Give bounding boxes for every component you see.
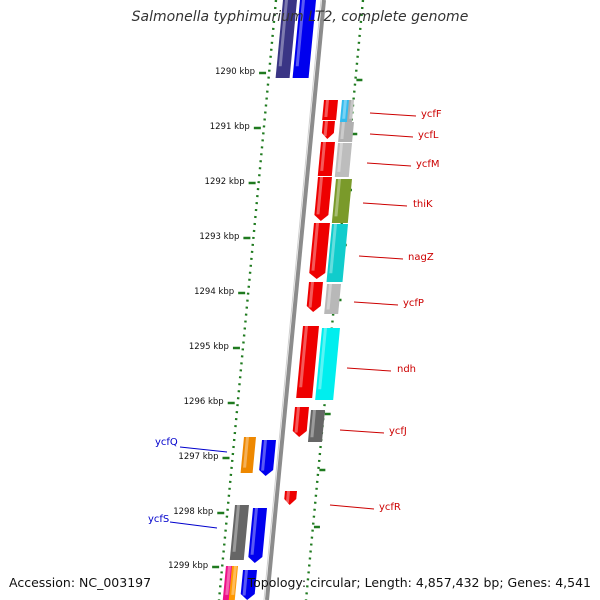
block-ycfQ-orange [240,437,256,473]
gene-thiK-red [314,177,332,221]
block-ycfJ-grey-highlight [310,410,316,438]
scale-tick-label: 1299 kbp [168,561,209,571]
gene-label: ycfS [148,514,170,525]
backbone-highlight [263,0,322,600]
scale-tick-label: 1297 kbp [178,452,219,462]
gene-ndh-red [296,326,319,398]
gene-ycfR-red-highlight [285,491,290,503]
gene-ycfM-red-highlight [320,142,326,171]
gene-label: ycfM [416,159,440,170]
feature-blocks [222,0,354,600]
block-navy-highlight [278,0,288,67]
block-pink-highlight [225,566,231,595]
gene-label-leader [179,446,228,453]
block-ycfP-grey-highlight [326,284,332,310]
block-ycfQ-blue-highlight [261,440,267,471]
block-thiK-olive [331,179,352,223]
scale-tick-label: 1295 kbp [188,342,229,352]
block-ndh-cyan [315,328,340,400]
scale-tick-label: 1296 kbp [183,397,224,407]
gene-label: ndh [397,364,417,375]
block-ycfS-grey [229,505,249,560]
block-ycfF-cyan-highlight [342,100,347,119]
gene-label-leader [339,429,385,434]
block-blue-highlight [295,0,305,67]
gene-label-leader [362,202,408,207]
block-ycfL-grey [338,122,354,142]
map-title: Salmonella typhimurium LT2, complete gen… [131,9,469,25]
scale-tick-label: 1291 kbp [209,122,250,132]
block-orange-bottom [228,566,238,600]
gene-label-leader [369,112,417,117]
sequence-backbone [263,0,326,600]
gene-label: ycfJ [389,426,407,437]
gene-label: ycfL [418,130,439,141]
gene-ycfM-red [317,142,335,176]
gene-ycfP-red-highlight [308,282,314,308]
scale-tick-label: 1293 kbp [199,232,240,242]
gene-label: ycfF [421,109,442,120]
accession-text: Accession: NC_003197 [9,575,152,590]
gene-label: ycfQ [155,437,178,448]
block-blue-bottom [240,570,257,600]
gene-ycfJ-red [292,407,309,437]
gene-label-leader [346,367,392,372]
block-ycfF-grey-highlight [349,100,354,119]
block-ycfL-grey-highlight [340,122,345,139]
gene-label-leader [353,301,399,306]
gene-label-leader [369,133,414,138]
backbone-line [265,0,326,600]
block-ycfP-grey [324,284,341,314]
gene-nagZ-red-highlight [311,223,319,271]
label-leaders [169,112,417,529]
gene-ycfL-red [321,121,335,139]
block-orange-bottom-highlight [231,566,237,595]
scale-tick-label: 1298 kbp [173,507,214,517]
scale-tick-label: 1290 kbp [215,67,256,77]
block-navy [275,0,297,78]
gene-label-leader [358,255,404,260]
gene-ycfL-red-highlight [323,121,328,137]
gene-ycfR-red [284,491,297,505]
gene-label: nagZ [408,252,434,263]
scale-tick-label: 1294 kbp [194,287,235,297]
gene-nagZ-red [309,223,330,279]
block-ycfF-grey [346,100,354,122]
block-ycfJ-grey [307,410,325,442]
block-ycfM-grey-highlight [337,143,343,172]
dotted-guide-line [217,0,278,600]
block-ycfS-blue [248,508,267,563]
block-blue-bottom-highlight [242,570,248,596]
gene-label-leader [329,504,375,510]
gene-ycfJ-red-highlight [294,407,300,433]
gene-ycfF-red-highlight [324,100,329,117]
block-nagZ-cyan-highlight [329,224,337,274]
gene-ndh-red-highlight [299,326,308,388]
gene-label-leader [169,521,218,529]
gene-ycfP-red [306,282,323,312]
gene-thiK-red-highlight [316,177,323,215]
block-ndh-cyan-highlight [318,328,327,390]
gene-label: ycfR [379,502,401,513]
gene-label-leader [366,162,412,167]
gene-ycfF-red [322,100,338,120]
block-ycfS-grey-highlight [232,505,240,552]
scale-tick-label: 1292 kbp [204,177,245,187]
block-ycfM-grey [334,143,352,177]
gene-label: thiK [413,199,433,210]
block-thiK-olive-highlight [334,179,341,217]
block-ycfQ-blue [259,440,276,476]
genome-summary-text: Topology: circular; Length: 4,857,432 bp… [247,575,591,590]
gene-label: ycfP [403,298,424,309]
block-nagZ-cyan [326,224,348,282]
block-blue [292,0,316,78]
block-ycfQ-orange-highlight [243,437,249,468]
block-ycfS-blue-highlight [250,508,258,555]
